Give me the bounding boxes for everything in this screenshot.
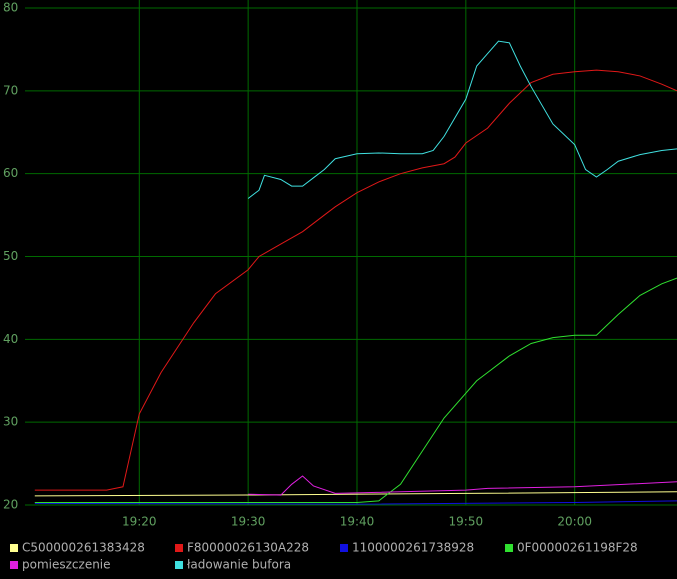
x-tick-label: 19:20 — [122, 515, 157, 529]
legend-label: pomieszczenie — [22, 558, 111, 572]
series-line — [34, 69, 677, 491]
y-tick-label: 80 — [3, 1, 18, 15]
legend-swatch — [175, 561, 183, 569]
series-line — [34, 491, 677, 497]
x-tick-label: 20:00 — [557, 515, 592, 529]
legend-swatch — [10, 561, 18, 569]
y-tick-label: 30 — [3, 415, 18, 429]
legend-swatch — [340, 544, 348, 552]
legend-swatch — [175, 544, 183, 552]
y-tick-label: 50 — [3, 249, 18, 263]
y-tick-label: 20 — [3, 498, 18, 512]
legend-label: ładowanie bufora — [187, 558, 291, 572]
y-tick-label: 40 — [3, 332, 18, 346]
series-line — [34, 277, 677, 504]
series-line — [34, 500, 677, 505]
x-tick-label: 19:30 — [231, 515, 266, 529]
legend-label: C500000261383428 — [22, 541, 145, 555]
x-tick-label: 19:50 — [449, 515, 484, 529]
legend-label: 0F00000261198F28 — [517, 541, 638, 555]
series-line — [248, 475, 677, 496]
legend-swatch — [505, 544, 513, 552]
series-line — [247, 40, 677, 199]
x-tick-label: 19:40 — [340, 515, 375, 529]
legend-swatch — [10, 544, 18, 552]
legend-label: 1100000261738928 — [352, 541, 474, 555]
y-tick-label: 60 — [3, 166, 18, 180]
y-tick-label: 70 — [3, 83, 18, 97]
legend-label: F80000026130A228 — [187, 541, 309, 555]
